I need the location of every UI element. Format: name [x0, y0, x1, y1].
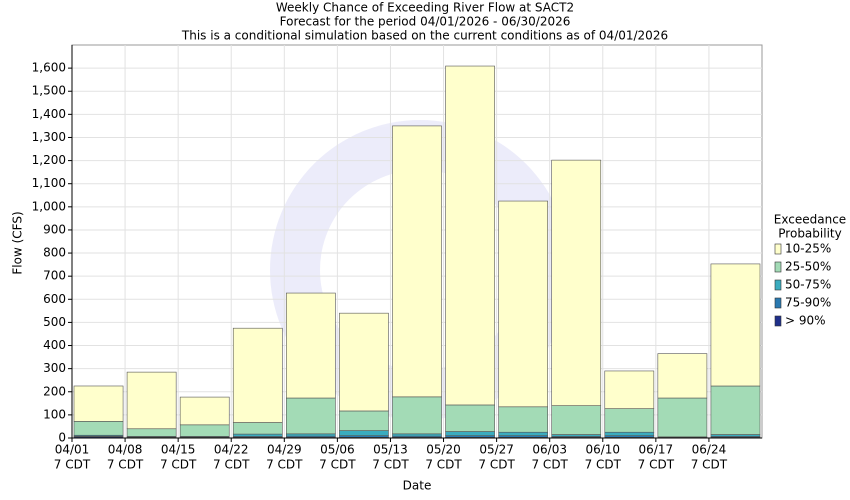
- bar-segment: [73, 421, 124, 436]
- x-tick-sublabel: 7 CDT: [531, 458, 568, 472]
- x-tick-label: 05/13: [373, 443, 408, 457]
- y-tick-label: 1,200: [32, 153, 66, 167]
- x-tick-label: 05/27: [479, 443, 514, 457]
- bar-segment: [126, 428, 177, 437]
- y-tick-label: 1,500: [32, 84, 66, 98]
- bar-segment: [498, 406, 548, 433]
- chart-title: Weekly Chance of Exceeding River Flow at…: [276, 1, 574, 15]
- y-tick-label: 1,600: [32, 61, 66, 75]
- y-tick-label: 400: [43, 338, 66, 352]
- y-tick-label: 200: [43, 384, 66, 398]
- y-tick-label: 500: [43, 315, 66, 329]
- y-tick-label: 1,300: [32, 130, 66, 144]
- x-tick-label: 06/03: [532, 443, 567, 457]
- bar-segment: [392, 396, 442, 435]
- bar-segment: [232, 327, 283, 423]
- x-tick-label: 04/08: [108, 443, 143, 457]
- x-tick-label: 04/29: [267, 443, 302, 457]
- bar-segment: [710, 263, 761, 387]
- x-tick-sublabel: 7 CDT: [478, 458, 515, 472]
- y-tick-label: 100: [43, 407, 66, 421]
- bar-segment: [232, 433, 283, 437]
- bar-segment: [445, 431, 495, 436]
- x-tick-label: 06/24: [692, 443, 727, 457]
- legend-label: > 90%: [785, 314, 826, 328]
- y-tick-label: 800: [43, 246, 66, 260]
- y-tick-label: 700: [43, 269, 66, 283]
- x-tick-sublabel: 7 CDT: [372, 458, 409, 472]
- bar-segment: [551, 159, 602, 406]
- x-tick-sublabel: 7 CDT: [213, 458, 250, 472]
- bar-segment: [286, 292, 336, 399]
- bar-segment: [73, 385, 124, 422]
- chart-note: This is a conditional simulation based o…: [181, 29, 668, 43]
- bar-segment: [604, 370, 655, 409]
- legend-swatch: [774, 279, 782, 291]
- legend-swatch: [774, 261, 782, 273]
- bar-segment: [445, 404, 495, 432]
- legend-swatch: [774, 297, 782, 309]
- x-tick-sublabel: 7 CDT: [54, 458, 91, 472]
- bar-segment: [286, 397, 336, 435]
- y-tick-label: 1,100: [32, 176, 66, 190]
- legend-title: Probability: [778, 227, 841, 241]
- y-tick-label: 1,400: [32, 107, 66, 121]
- x-tick-sublabel: 7 CDT: [638, 458, 675, 472]
- bar-segment: [498, 200, 548, 408]
- x-tick-label: 04/22: [214, 443, 249, 457]
- bar-segment: [392, 433, 442, 437]
- y-axis-label: Flow (CFS): [11, 211, 25, 274]
- bar-segment: [392, 125, 442, 398]
- bar-segment: [179, 396, 230, 426]
- legend-label: 25-50%: [785, 260, 831, 274]
- y-tick-label: 600: [43, 292, 66, 306]
- y-tick-label: 900: [43, 222, 66, 236]
- x-tick-label: 06/17: [639, 443, 674, 457]
- legend-swatch: [774, 315, 782, 327]
- bar-segment: [551, 405, 602, 435]
- x-tick-label: 04/01: [55, 443, 90, 457]
- bar-segment: [286, 433, 336, 437]
- bar-segment: [657, 397, 708, 438]
- bar-segment: [339, 410, 389, 431]
- bar-segment: [498, 431, 548, 436]
- x-tick-sublabel: 7 CDT: [266, 458, 303, 472]
- bar-segment: [339, 312, 389, 412]
- x-tick-label: 05/20: [426, 443, 461, 457]
- bar-segment: [710, 385, 761, 435]
- x-tick-label: 04/15: [161, 443, 196, 457]
- bar-segment: [445, 65, 495, 406]
- bar-segment: [604, 408, 655, 433]
- legend-label: 75-90%: [785, 296, 831, 310]
- bar-segment: [339, 430, 389, 436]
- bar-segment: [604, 431, 655, 436]
- x-tick-sublabel: 7 CDT: [319, 458, 356, 472]
- bar-segment: [657, 353, 708, 399]
- legend-label: 50-75%: [785, 278, 831, 292]
- x-tick-sublabel: 7 CDT: [425, 458, 462, 472]
- x-tick-label: 05/06: [320, 443, 355, 457]
- x-tick-sublabel: 7 CDT: [691, 458, 728, 472]
- legend-swatch: [774, 243, 782, 255]
- bar-segment: [232, 422, 283, 435]
- y-tick-label: 1,000: [32, 199, 66, 213]
- y-tick-label: 300: [43, 361, 66, 375]
- bar-segment: [126, 371, 177, 430]
- chart-subtitle: Forecast for the period 04/01/2026 - 06/…: [280, 15, 571, 29]
- x-axis-label: Date: [403, 479, 432, 493]
- x-tick-sublabel: 7 CDT: [585, 458, 622, 472]
- x-tick-sublabel: 7 CDT: [107, 458, 144, 472]
- x-tick-sublabel: 7 CDT: [160, 458, 197, 472]
- legend-title: Exceedance: [774, 213, 846, 227]
- legend-label: 10-25%: [785, 242, 831, 256]
- bar-segment: [179, 424, 230, 437]
- y-tick-label: 0: [58, 431, 66, 445]
- x-tick-label: 06/10: [585, 443, 620, 457]
